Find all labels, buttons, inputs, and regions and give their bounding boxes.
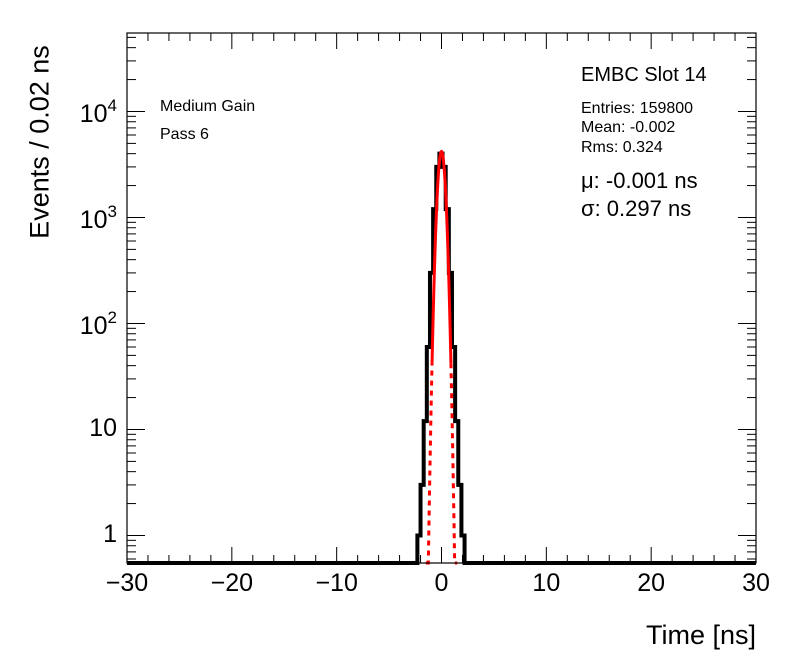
stats-title: EMBC Slot 14 [581, 64, 707, 86]
y-tick-label: 104 [80, 96, 117, 129]
x-axis-label: Time [ns] [645, 620, 756, 650]
y-tick-base: 1 [103, 520, 117, 549]
x-tick-label: −30 [105, 569, 149, 597]
x-tick-label: 30 [742, 569, 770, 597]
y-tick-exponent: 2 [107, 308, 117, 328]
y-tick-label: 1 [103, 520, 117, 549]
y-tick-label: 103 [80, 202, 117, 235]
gaussian-fit-curve [425, 149, 458, 565]
stats-mean: Mean: -0.002 [581, 119, 676, 136]
y-tick-exponent: 3 [107, 202, 117, 222]
stats-entries: Entries: 159800 [581, 100, 694, 117]
gain-label: Medium Gain [160, 98, 256, 115]
y-tick-base: 10 [79, 312, 108, 341]
y-tick-base: 10 [79, 206, 108, 235]
x-tick-label: 10 [532, 569, 561, 597]
y-axis-label: Events / 0.02 ns [24, 45, 55, 239]
x-tick-label: 0 [434, 569, 449, 597]
x-tick-label: 20 [637, 569, 666, 597]
fit-solid [430, 149, 453, 364]
y-tick-exponent: 4 [107, 96, 117, 116]
x-tick-label: −20 [210, 569, 254, 597]
pass-label: Pass 6 [160, 126, 209, 143]
y-tick-label: 10 [89, 414, 117, 443]
axis-ticks [126, 33, 757, 563]
fit-sigma: σ: 0.297 ns [581, 196, 692, 221]
y-tick-label: 102 [80, 308, 117, 341]
plot-frame [126, 32, 757, 564]
x-tick-label: −10 [315, 569, 358, 597]
y-tick-base: 10 [79, 100, 108, 129]
y-tick-base: 10 [89, 414, 117, 443]
fit-mu: μ: -0.001 ns [581, 168, 698, 193]
stats-rms: Rms: 0.324 [581, 139, 663, 156]
